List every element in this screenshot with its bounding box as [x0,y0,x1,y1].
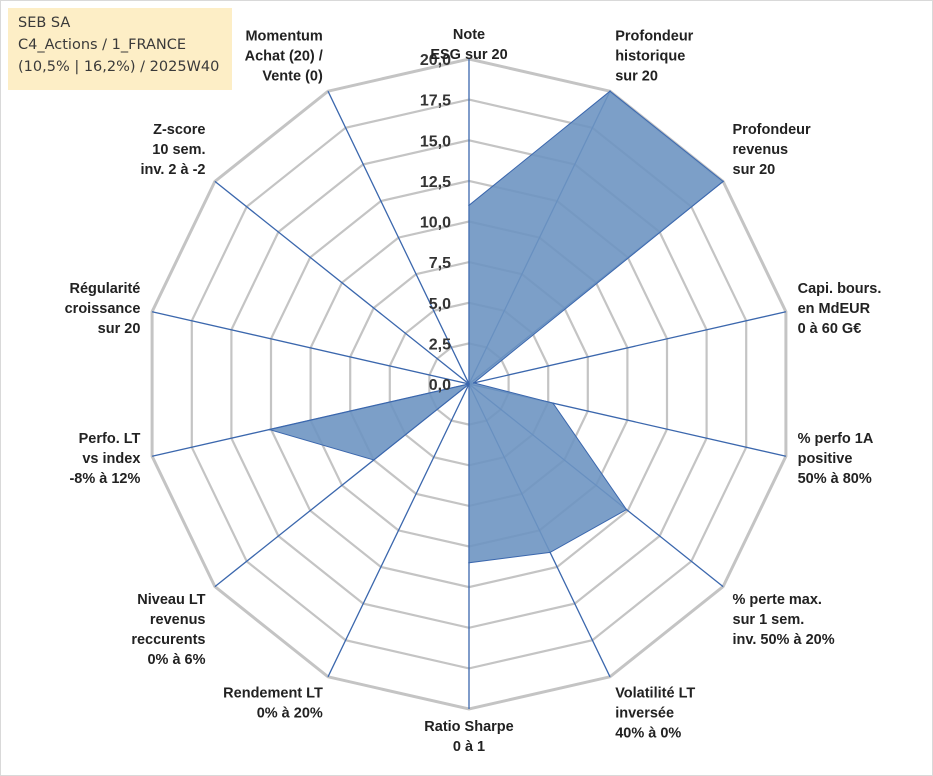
portfolio-details: (10,5% | 16,2%) / 2025W40 [18,59,220,75]
radial-tick-labels: 0,0 2,5 5,0 7,5 10,0 12,5 15,0 17,5 20,0 [420,52,451,394]
axis-label-9: Niveau LT revenus reccurents 0% à 6% [131,592,205,668]
axis-label-10: Perfo. LT vs index -8% à 12% [69,431,140,487]
tick-label-6: 15,0 [420,133,451,150]
spoke-13 [327,90,470,385]
tick-label-5: 12,5 [420,174,451,191]
axis-label-11: Régularité croissance sur 20 [65,281,141,337]
data-point-6 [549,551,551,554]
data-point-7 [468,562,470,564]
spoke-8 [327,383,470,678]
spoke-3 [468,311,787,385]
data-point-9 [372,459,375,461]
axis-label-13: Momentum Achat (20) / Vente (0) [245,28,323,84]
tick-label-0: 0,0 [429,377,451,394]
spoke-12 [214,180,470,385]
tick-label-1: 2,5 [429,336,451,353]
tick-label-2: 5,0 [429,296,451,313]
data-point-3 [473,382,475,384]
spoke-11 [151,311,470,385]
series-area [267,90,724,564]
tick-label-3: 7,5 [429,255,451,272]
axis-label-12: Z-score 10 sem. inv. 2 à -2 [140,122,205,178]
axis-label-3: Capi. bours. en MdEUR 0 à 60 G€ [798,281,882,337]
tick-label-8: 20,0 [420,52,451,69]
axis-label-5: % perte max. sur 1 sem. inv. 50% à 20% [733,592,835,648]
data-point-5 [625,508,628,511]
data-point-1 [609,90,611,92]
radar-series [267,90,724,564]
axis-label-0: Note ESG sur 20 [430,27,507,63]
data-point-10 [268,428,271,431]
info-box: SEB SA C4_Actions / 1_FRANCE (10,5% | 16… [8,8,232,90]
axis-label-8: Rendement LT 0% à 20% [223,686,323,722]
axis-label-6: Volatilité LT inversée 40% à 0% [615,686,695,742]
tick-label-7: 17,5 [420,93,451,110]
data-point-13 [468,383,470,385]
portfolio-name: C4_Actions / 1_FRANCE [18,37,187,53]
axis-labels: Note ESG sur 20 Profondeur historique sur 20… [65,27,882,755]
data-point-0 [468,204,470,207]
axis-label-7: Ratio Sharpe 0 à 1 [424,719,513,755]
tick-label-4: 10,0 [420,215,451,232]
data-point-2 [722,180,724,183]
company-name: SEB SA [18,15,71,31]
axis-label-1: Profondeur historique sur 20 [615,28,693,84]
axis-label-4: % perfo 1A positive 50% à 80% [798,431,874,487]
data-point-4 [552,402,554,405]
axis-label-2: Profondeur revenus sur 20 [733,122,811,178]
